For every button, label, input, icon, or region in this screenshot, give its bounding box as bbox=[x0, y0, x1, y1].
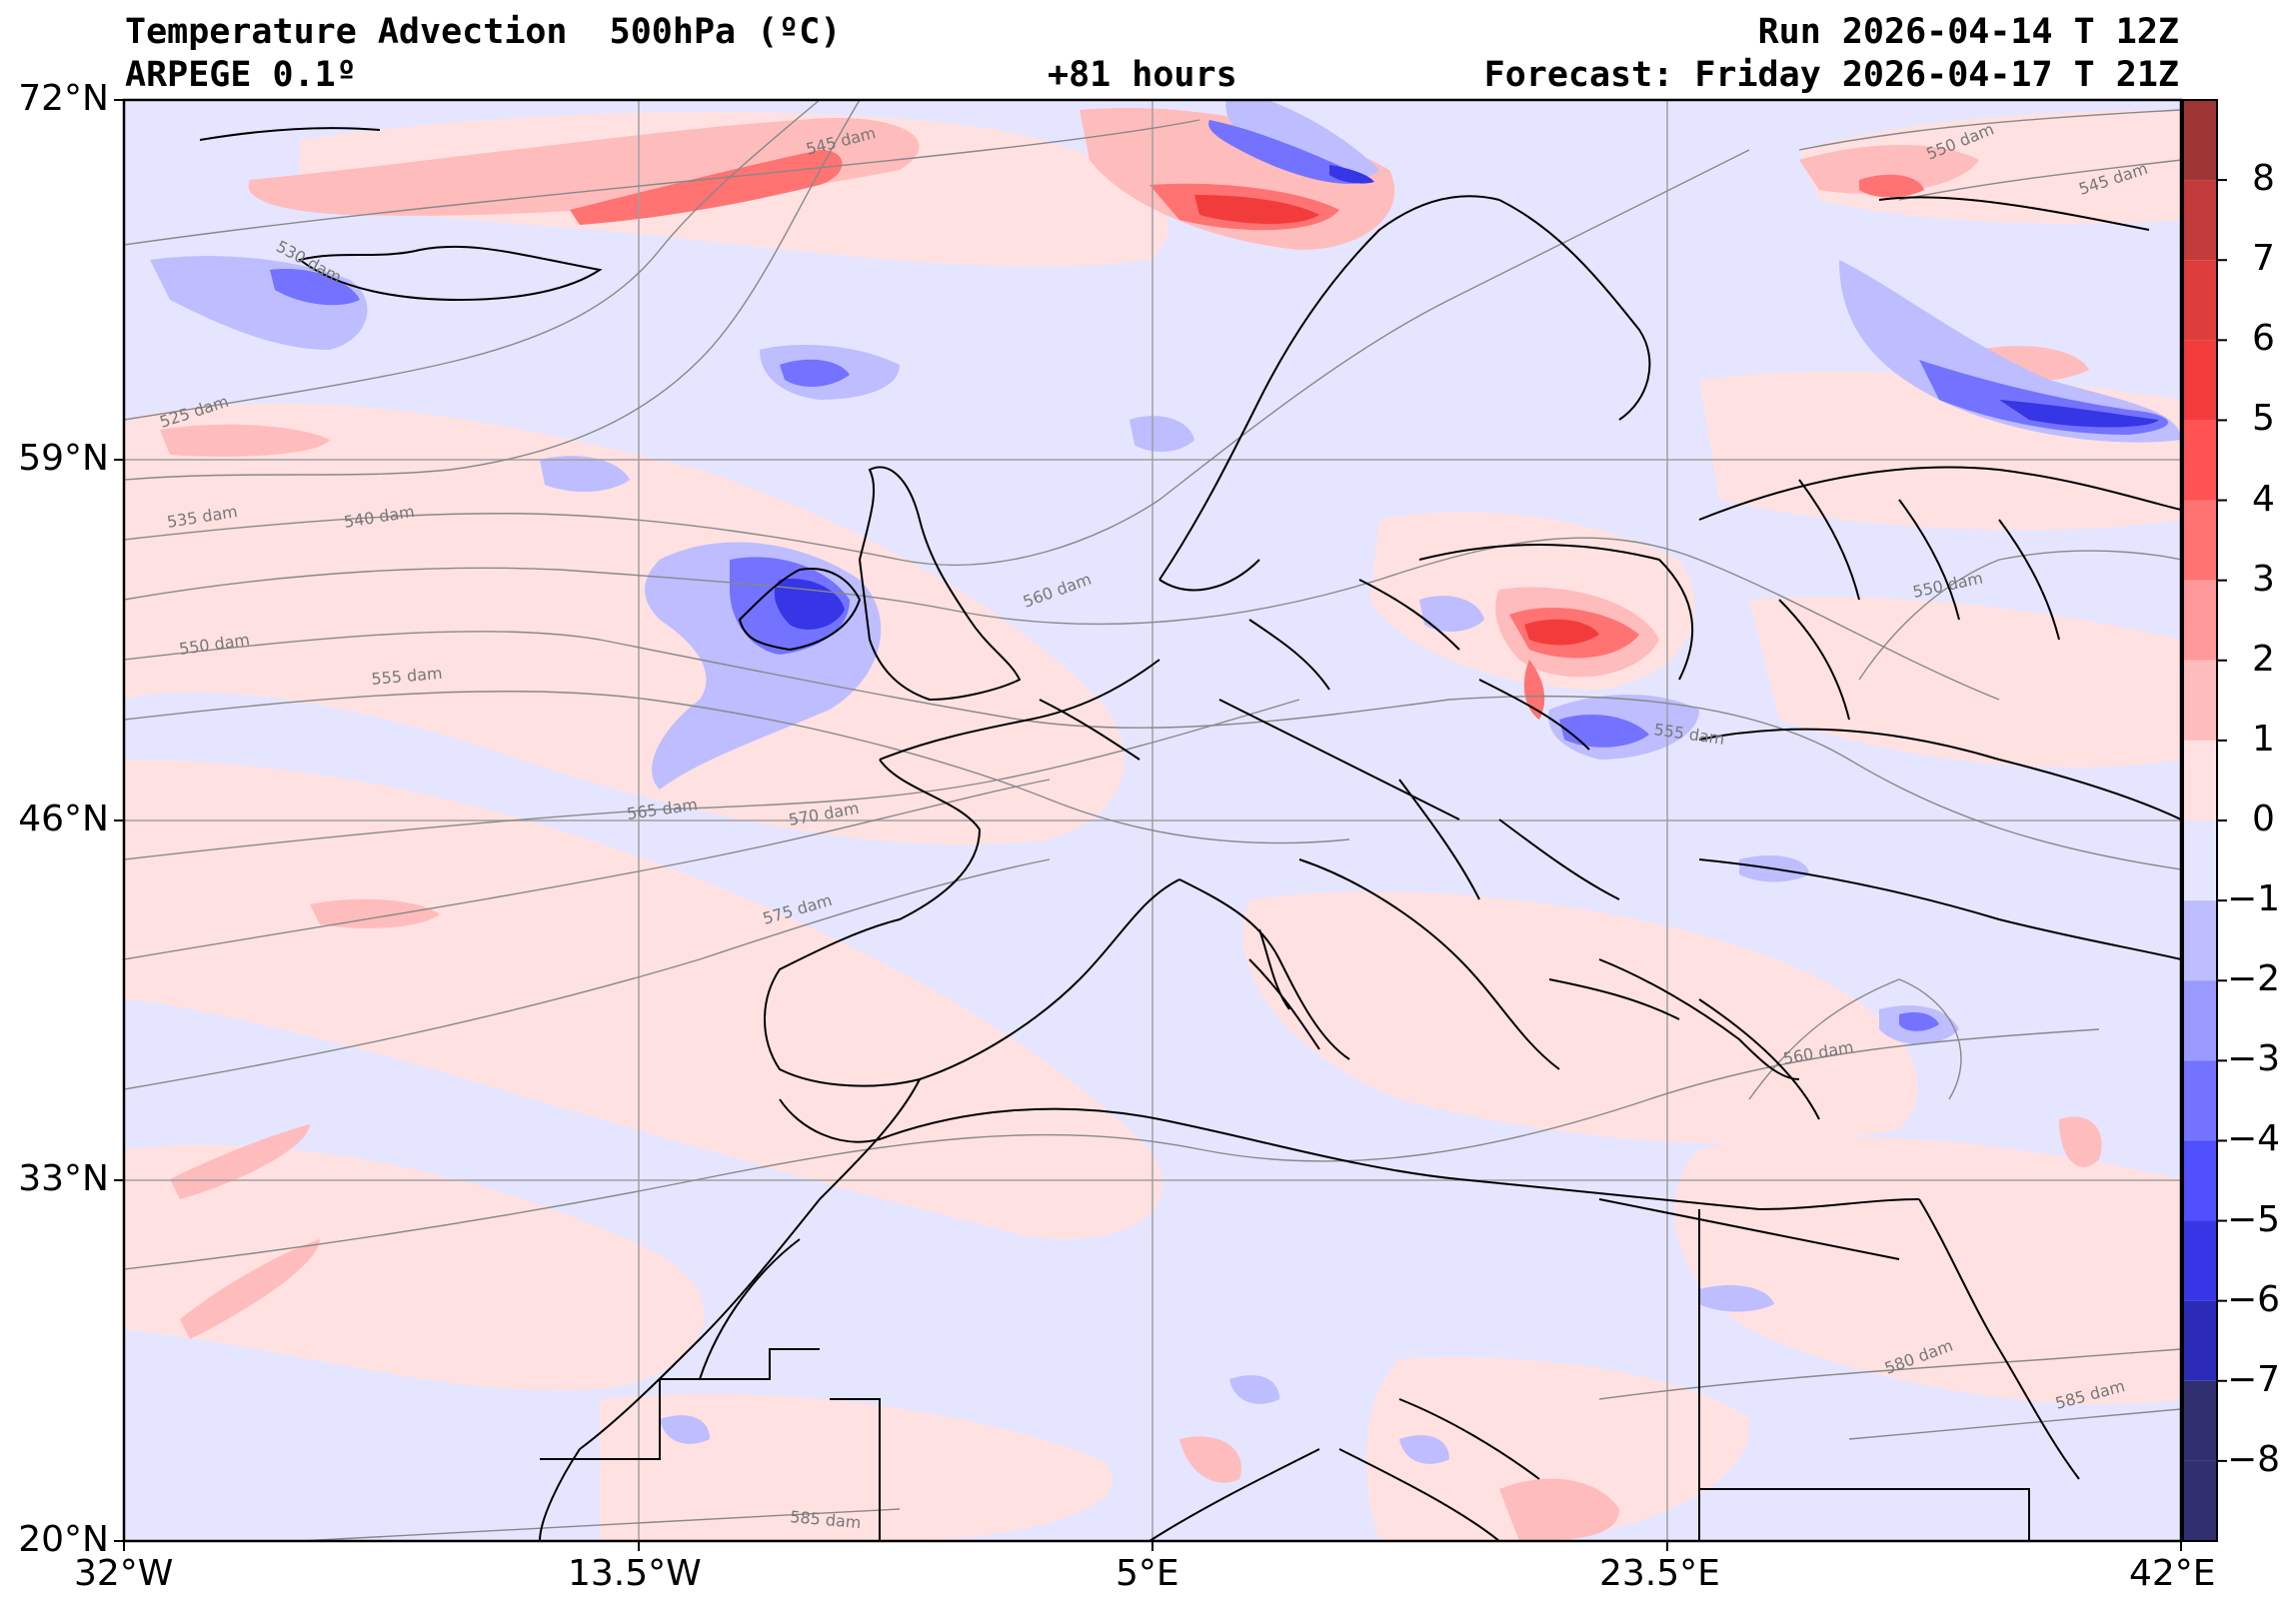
colorbar-tick-label: −4 bbox=[2227, 1118, 2281, 1160]
warm-advection-core bbox=[1194, 195, 1599, 646]
colorbar-tick-label: −7 bbox=[2227, 1358, 2281, 1400]
warm-advection-areas bbox=[124, 110, 2181, 1541]
colorbar bbox=[2182, 99, 2218, 1542]
lat-label-20n: 20°N bbox=[18, 1519, 109, 1560]
colorbar-tick-label: 7 bbox=[2252, 238, 2275, 280]
graticule bbox=[124, 100, 2181, 1541]
colorbar-tick-label: 4 bbox=[2252, 478, 2275, 520]
colorbar-tick-label: −8 bbox=[2227, 1438, 2281, 1480]
colorbar-ticks bbox=[2217, 179, 2227, 1462]
lon-label-23-5e: 23.5°E bbox=[1599, 1553, 1720, 1594]
colorbar-band bbox=[2183, 340, 2217, 421]
colorbar-tick-label: 5 bbox=[2252, 398, 2275, 440]
colorbar-tick-label: 8 bbox=[2252, 158, 2275, 200]
lead-time: +81 hours bbox=[1048, 55, 1237, 95]
colorbar-tick-label: 2 bbox=[2252, 638, 2275, 680]
map-title: Temperature Advection 500hPa (ºC) bbox=[125, 12, 842, 52]
colorbar-tick-label: 1 bbox=[2252, 718, 2275, 760]
colorbar-band bbox=[2183, 980, 2217, 1061]
colorbar-band bbox=[2183, 1140, 2217, 1221]
colorbar-band bbox=[2183, 1220, 2217, 1301]
forecast-time: Forecast: Friday 2026-04-17 T 21Z bbox=[1483, 55, 2179, 95]
colorbar-tick-label: −1 bbox=[2227, 878, 2281, 920]
lon-label-32w: 32°W bbox=[74, 1553, 174, 1594]
colorbar-band bbox=[2183, 580, 2217, 661]
lat-label-59n: 59°N bbox=[18, 438, 109, 479]
colorbar-tick-label: −5 bbox=[2227, 1198, 2281, 1240]
colorbar-tick-label: 0 bbox=[2252, 799, 2275, 839]
colorbar-tick-label: 6 bbox=[2252, 318, 2275, 360]
colorbar-band bbox=[2183, 740, 2217, 820]
colorbar-band bbox=[2183, 820, 2217, 901]
colorbar-tick-label: −2 bbox=[2227, 958, 2281, 1000]
geopotential-contours bbox=[124, 100, 2181, 1541]
colorbar-tick-label: 3 bbox=[2252, 558, 2275, 600]
colorbar-band bbox=[2183, 1380, 2217, 1461]
coastlines-borders bbox=[199, 127, 2181, 1541]
colorbar-band bbox=[2183, 1060, 2217, 1141]
lon-label-42e: 42°E bbox=[2129, 1553, 2216, 1594]
colorbar-band bbox=[2183, 1460, 2217, 1541]
lon-label-5e: 5°E bbox=[1116, 1553, 1179, 1594]
axis-ticks bbox=[114, 99, 2182, 1551]
colorbar-band bbox=[2183, 420, 2217, 501]
colorbar-band bbox=[2183, 1300, 2217, 1381]
colorbar-band bbox=[2183, 180, 2217, 261]
lat-label-46n: 46°N bbox=[18, 799, 109, 839]
colorbar-band bbox=[2183, 660, 2217, 741]
lat-label-33n: 33°N bbox=[18, 1158, 109, 1199]
colorbar-tick-label: −6 bbox=[2227, 1278, 2281, 1320]
advection-field bbox=[124, 100, 2181, 1541]
run-time: Run 2026-04-14 T 12Z bbox=[1757, 12, 2179, 52]
colorbar-band bbox=[2183, 260, 2217, 341]
lon-label-13-5w: 13.5°W bbox=[568, 1553, 702, 1594]
colorbar-band bbox=[2183, 500, 2217, 581]
model-name: ARPEGE 0.1º bbox=[125, 55, 357, 95]
colorbar-band bbox=[2183, 900, 2217, 981]
lat-label-72n: 72°N bbox=[18, 78, 109, 119]
colorbar-tick-label: −3 bbox=[2227, 1038, 2281, 1080]
colorbar-band bbox=[2183, 100, 2217, 181]
